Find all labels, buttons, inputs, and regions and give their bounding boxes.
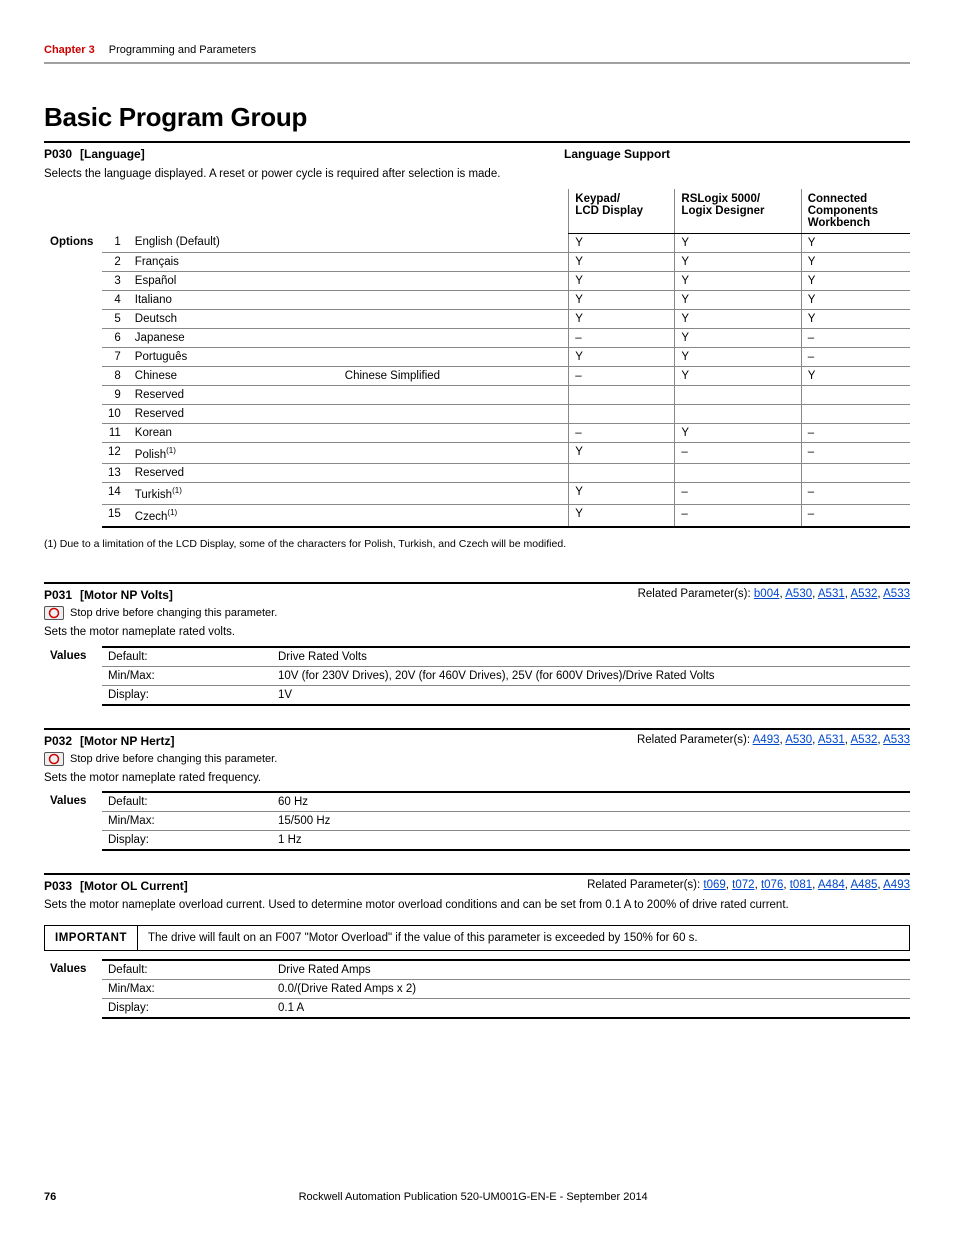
p033-values-label: Values [44,960,102,980]
related-link[interactable]: A484 [818,879,845,891]
p032-sets: Sets the motor nameplate rated frequency… [44,768,910,792]
col-keypad: Keypad/ LCD Display [569,189,675,234]
table-row: 9Reserved [44,385,910,404]
p033-values-table: Values Default: Drive Rated Amps Min/Max… [44,959,910,1019]
related-link[interactable]: A530 [785,734,812,746]
related-link[interactable]: A531 [818,734,845,746]
p030-heading: P030 [Language] [44,143,564,165]
related-link[interactable]: A530 [785,588,812,600]
header-rule [44,62,910,64]
p032-related: Related Parameter(s): A493, A530, A531, … [637,734,910,748]
page-number: 76 [44,1191,56,1203]
p032-block: P032 [Motor NP Hertz] Related Parameter(… [44,728,910,852]
p033-code: P033 [44,879,72,893]
p031-values-label: Values [44,647,102,667]
related-link[interactable]: A532 [851,588,878,600]
p031-row0-val: Drive Rated Volts [272,647,910,667]
related-link[interactable]: A485 [851,879,878,891]
stop-icon [44,752,64,766]
related-link[interactable]: t076 [761,879,783,891]
p030-code: P030 [44,147,72,161]
stop-icon [44,606,64,620]
p030-footnote: (1) Due to a limitation of the LCD Displ… [44,528,910,578]
related-link[interactable]: A533 [883,588,910,600]
p033-name: [Motor OL Current] [80,879,188,893]
p031-code: P031 [44,588,72,602]
p033-related: Related Parameter(s): t069, t072, t076, … [587,879,910,893]
related-link[interactable]: t081 [790,879,812,891]
section-title: Basic Program Group [44,102,910,133]
p030-table: Keypad/ LCD Display RSLogix 5000/ Logix … [44,189,910,528]
table-row: 12Polish(1)Y–– [44,442,910,464]
page-footer: 76 Rockwell Automation Publication 520-U… [44,1191,910,1203]
p030-desc: Selects the language displayed. A reset … [44,165,564,189]
language-support-heading: Language Support [564,147,670,161]
related-link[interactable]: t072 [732,879,754,891]
related-link[interactable]: A532 [851,734,878,746]
table-row: Options1English (Default)YYY [44,233,910,252]
p032-values-table: Values Default: 60 Hz Min/Max:15/500 Hz … [44,791,910,851]
col-rslogix: RSLogix 5000/ Logix Designer [675,189,801,234]
related-link[interactable]: b004 [754,588,780,600]
table-row: 13Reserved [44,464,910,483]
p031-row0-key: Default: [102,647,272,667]
chapter-title: Programming and Parameters [109,44,256,56]
p031-sets: Sets the motor nameplate rated volts. [44,622,910,646]
p030-name: [Language] [80,147,145,161]
p031-block: P031 [Motor NP Volts] Related Parameter(… [44,582,910,706]
page-header: Chapter 3 Programming and Parameters [44,44,910,56]
publication-id: Rockwell Automation Publication 520-UM00… [56,1191,890,1203]
table-row: 5DeutschYYY [44,309,910,328]
p032-code: P032 [44,734,72,748]
related-link[interactable]: A493 [883,879,910,891]
p033-block: P033 [Motor OL Current] Related Paramete… [44,873,910,1019]
table-row: 6Japanese–Y– [44,328,910,347]
p032-values-label: Values [44,792,102,812]
related-link[interactable]: A531 [818,588,845,600]
table-row: 8ChineseChinese Simplified–YY [44,366,910,385]
table-row: 7PortuguêsYY– [44,347,910,366]
important-label: IMPORTANT [45,926,138,950]
related-link[interactable]: A493 [753,734,780,746]
table-row: 14Turkish(1)Y–– [44,483,910,505]
chapter-label: Chapter 3 [44,44,95,56]
p033-sets: Sets the motor nameplate overload curren… [44,895,910,919]
table-row: 4ItalianoYYY [44,290,910,309]
table-row: 2FrançaisYYY [44,252,910,271]
related-link[interactable]: t069 [703,879,725,891]
p032-stop-line: Stop drive before changing this paramete… [44,750,910,768]
options-label: Options [44,233,102,252]
p033-important: IMPORTANT The drive will fault on an F00… [44,925,910,951]
p031-stop-line: Stop drive before changing this paramete… [44,604,910,622]
col-ccw: Connected Components Workbench [801,189,910,234]
important-text: The drive will fault on an F007 "Motor O… [138,926,909,950]
p031-values-table: Values Default: Drive Rated Volts Min/Ma… [44,646,910,706]
table-row: 10Reserved [44,404,910,423]
p031-related: Related Parameter(s): b004, A530, A531, … [638,588,910,602]
table-row: 11Korean–Y– [44,423,910,442]
p032-name: [Motor NP Hertz] [80,734,174,748]
table-row: 15Czech(1)Y–– [44,505,910,527]
related-link[interactable]: A533 [883,734,910,746]
p030-right-heading: Language Support [564,143,910,165]
p031-name: [Motor NP Volts] [80,588,173,602]
table-row: 3EspañolYYY [44,271,910,290]
